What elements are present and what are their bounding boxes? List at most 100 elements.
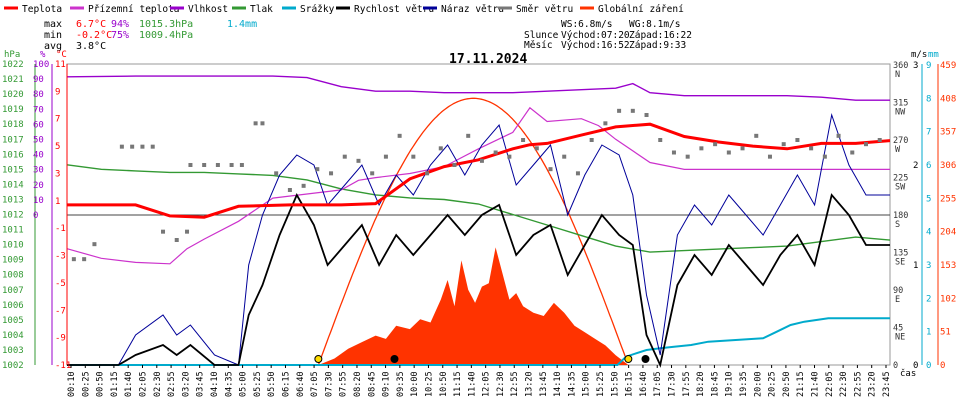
wind-direction-point [466, 133, 471, 138]
wind-direction-point [877, 138, 882, 142]
wind-direction-point [575, 171, 580, 176]
time-tick-label: 07:05 [310, 371, 320, 397]
time-tick-label: 04:10 [210, 371, 220, 397]
time-tick-label: 16:15 [625, 371, 635, 397]
wind-direction-point [822, 154, 827, 159]
temp-tick-label: -7 [55, 306, 66, 316]
wind-direction-point [781, 142, 786, 147]
legend-label: Srážky [300, 4, 335, 15]
wind-direction-point [383, 154, 388, 159]
temp-tick-label: 3 [55, 169, 60, 179]
time-tick-label: 20:50 [782, 371, 792, 397]
time-tick-label: 23:45 [882, 371, 892, 397]
wind-direction-point [161, 229, 166, 234]
time-tick-label: 03:45 [196, 371, 206, 397]
stats-max-pressure: 1015.3hPa [139, 19, 193, 30]
radiation-tick-label: 51 [940, 328, 951, 338]
wind-direction-point [140, 144, 145, 149]
time-tick-label: 21:15 [796, 371, 806, 397]
rain-tick-label: 2 [926, 294, 931, 304]
wind-direction-point [260, 121, 265, 126]
stats-min-humidity: 75% [111, 30, 129, 41]
wind-direction-point [644, 113, 649, 117]
radiation-tick-label: 306 [940, 161, 956, 171]
pressure-tick-label: 1006 [2, 301, 24, 311]
direction-tick-compass: E [895, 295, 900, 305]
time-tick-label: 02:05 [138, 371, 148, 397]
wind-tick-label: 0 [913, 361, 918, 371]
wind-tick-label: 2 [913, 161, 918, 171]
wind-speed-summary: WS:6.8m/s [561, 19, 612, 30]
stats-max-humidity: 94% [111, 19, 129, 30]
humidity-tick-label: 0 [33, 211, 38, 221]
time-tick-label: 12:05 [482, 371, 492, 397]
time-tick-label: 19:10 [725, 371, 735, 397]
wind-direction-point [301, 183, 306, 188]
moonset-time: Západ:9:33 [629, 40, 686, 51]
wind-direction-point [836, 133, 841, 138]
direction-tick-label: 90 [893, 286, 903, 296]
wind-direction-point [370, 171, 375, 176]
legend-label: Rychlost větru [354, 4, 434, 15]
ground-temperature-line [66, 106, 890, 265]
time-tick-label: 04:35 [224, 371, 234, 397]
wind-direction-point [185, 229, 190, 234]
direction-tick-label: 135 [893, 249, 908, 259]
wind-direction-point [617, 108, 622, 113]
temperature-line [67, 122, 891, 219]
wind-direction-point [202, 163, 207, 167]
theoretical-radiation-curve [317, 97, 628, 366]
wind-direction-point [188, 163, 193, 167]
time-tick-label: 00:10 [67, 371, 77, 397]
wind-direction-point [150, 144, 155, 149]
rain-tick-label: 9 [926, 61, 931, 71]
time-tick-label: 12:55 [510, 371, 520, 397]
humidity-tick-label: 60 [33, 120, 44, 130]
humidity-tick-label: 10 [33, 196, 44, 206]
time-tick-label: 22:30 [839, 371, 849, 397]
pressure-tick-label: 1013 [2, 195, 24, 205]
sunset-marker [624, 355, 633, 363]
pressure-tick-label: 1014 [2, 180, 24, 190]
time-tick-label: 08:20 [353, 371, 363, 397]
wind-direction-point [239, 163, 244, 167]
wind-tick-label: 3 [913, 61, 918, 71]
moon-label: Měsíc [524, 40, 553, 51]
time-tick-label: 14:10 [553, 371, 563, 397]
rain-tick-label: 8 [926, 94, 931, 104]
wind-tick-label: 1 [913, 261, 918, 271]
time-tick-label: 10:00 [410, 371, 420, 397]
time-tick-label: 11:15 [453, 371, 463, 397]
wind-direction-point [174, 238, 179, 242]
wind-direction-point [850, 150, 855, 155]
wind-direction-point [699, 146, 704, 151]
pressure-tick-label: 1008 [2, 271, 24, 281]
wind-direction-point [767, 154, 772, 159]
rain-tick-label: 4 [926, 228, 931, 238]
wind-direction-point [740, 146, 745, 151]
wind-direction-point [548, 167, 553, 172]
temp-tick-label: -9 [55, 334, 66, 344]
pressure-tick-label: 1009 [2, 256, 24, 266]
wind-direction-point [713, 142, 718, 147]
rain-tick-label: 0 [926, 361, 931, 371]
direction-tick-label: 360 [893, 61, 908, 71]
wind-direction-point [685, 154, 690, 159]
time-tick-label: 05:25 [253, 371, 263, 397]
radiation-tick-label: 204 [940, 228, 956, 238]
humidity-tick-label: 40 [33, 151, 44, 161]
wind-direction-point [795, 138, 800, 142]
wind-direction-point [562, 154, 567, 159]
time-tick-label: 20:00 [753, 371, 763, 397]
stats-min-pressure: 1009.4hPa [139, 30, 193, 41]
humidity-tick-label: 80 [33, 90, 44, 100]
legend-label: Náraz větru [441, 4, 504, 15]
humidity-line [66, 75, 890, 101]
humidity-tick-label: 20 [33, 181, 44, 191]
direction-tick-label: 315 [893, 99, 908, 109]
wind-direction-point [754, 133, 759, 138]
pressure-line [66, 164, 891, 253]
time-tick-label: 09:10 [382, 371, 392, 397]
stats-max-temp: 6.7°C [76, 19, 106, 30]
time-tick-label: 22:05 [825, 371, 835, 397]
